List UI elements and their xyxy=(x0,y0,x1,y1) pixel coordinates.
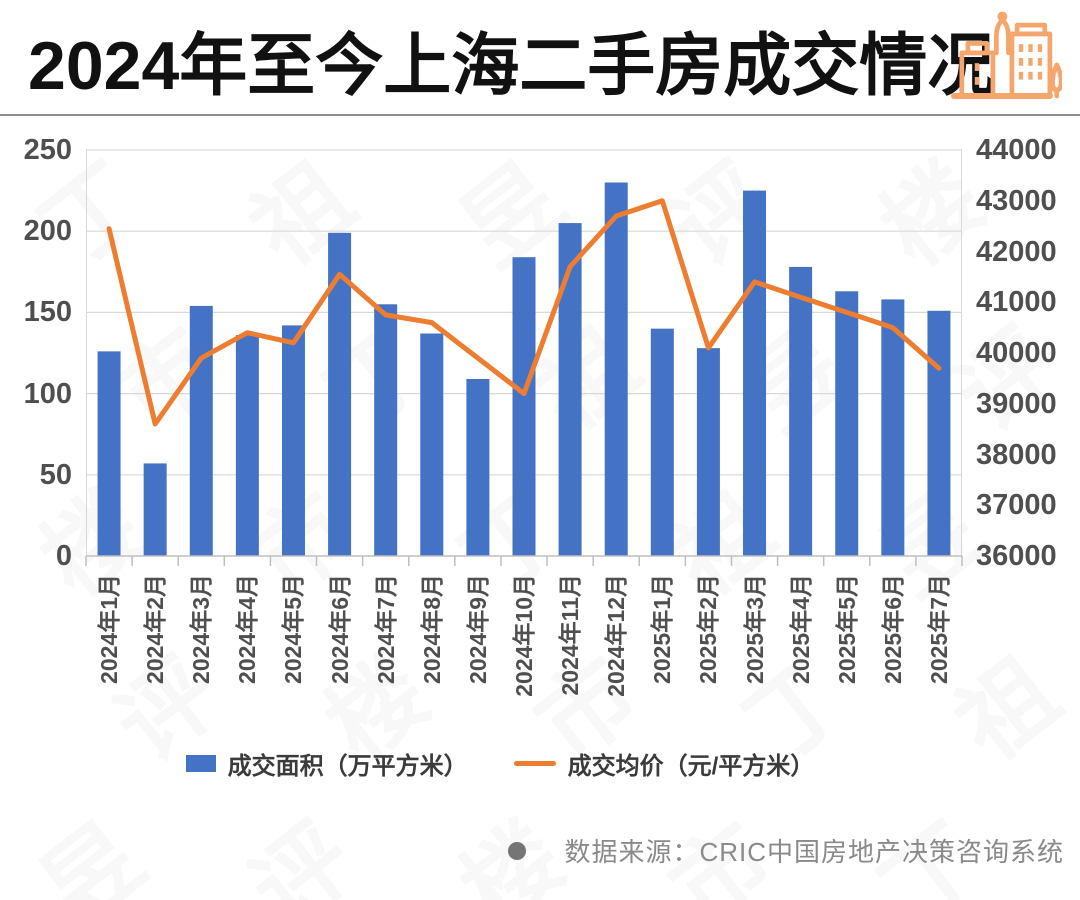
x-tick-label: 2024年11月 xyxy=(557,574,584,696)
page-title: 2024年至今上海二手房成交情况 xyxy=(28,28,996,104)
x-tick-label: 2024年9月 xyxy=(464,574,491,684)
legend-square-swatch-icon xyxy=(185,755,216,772)
x-tick-label: 2024年6月 xyxy=(326,574,353,684)
y-right-tick-label: 38000 xyxy=(976,438,1057,471)
x-tick-label: 2024年2月 xyxy=(142,574,169,684)
legend: 成交面积（万平方米） 成交均价（元/平方米） xyxy=(0,746,1040,781)
legend-label-price: 成交均价（元/平方米） xyxy=(567,753,815,780)
y-right-tick-label: 36000 xyxy=(976,540,1057,572)
header-divider xyxy=(0,114,1080,116)
y-left-tick-label: 150 xyxy=(23,296,72,329)
x-tick-label: 2024年10月 xyxy=(511,574,537,697)
bar-2025年1月 xyxy=(650,328,674,556)
bar-2024年10月 xyxy=(512,257,536,556)
y-right-tick-label: 39000 xyxy=(976,387,1057,420)
x-tick-label: 2025年5月 xyxy=(833,574,860,684)
x-tick-label: 2025年6月 xyxy=(879,574,906,684)
y-right-tick-label: 43000 xyxy=(976,184,1057,217)
bar-2024年7月 xyxy=(374,304,398,556)
source-footer: 数据来源：CRIC中国房地产决策咨询系统 xyxy=(508,832,1064,869)
y-left-tick-label: 50 xyxy=(39,458,72,491)
bar-2024年12月 xyxy=(604,182,628,557)
bar-2025年3月 xyxy=(743,190,767,556)
x-tick-label: 2024年3月 xyxy=(188,574,215,684)
x-tick-label: 2025年2月 xyxy=(695,574,722,684)
bar-2024年6月 xyxy=(328,232,352,556)
bar-2025年2月 xyxy=(696,348,720,556)
x-tick-label: 2024年1月 xyxy=(96,574,123,684)
x-tick-label: 2024年7月 xyxy=(372,574,399,684)
bar-2024年9月 xyxy=(466,378,490,556)
x-tick-label: 2024年12月 xyxy=(603,574,630,697)
bar-2024年5月 xyxy=(281,325,305,556)
y-left-tick-label: 0 xyxy=(55,540,72,572)
y-left-tick-label: 100 xyxy=(23,377,72,410)
y-right-tick-label: 42000 xyxy=(976,235,1057,268)
bar-2025年6月 xyxy=(881,299,905,556)
legend-item-area: 成交面积（万平方米） xyxy=(185,746,468,781)
y-left-tick-label: 200 xyxy=(23,215,72,248)
legend-line-marker-icon xyxy=(513,761,556,766)
x-tick-label: 2025年3月 xyxy=(741,574,768,684)
bar-2024年3月 xyxy=(189,305,213,556)
y-right-tick-label: 37000 xyxy=(976,489,1057,522)
bar-2025年7月 xyxy=(927,310,951,556)
y-right-tick-label: 41000 xyxy=(976,286,1057,319)
bar-2024年8月 xyxy=(420,333,444,556)
bar-2025年5月 xyxy=(835,291,859,556)
price-line xyxy=(106,198,942,427)
window xyxy=(974,77,980,85)
bar-2024年2月 xyxy=(143,463,167,556)
plot-area xyxy=(85,149,963,566)
x-tick-label: 2024年8月 xyxy=(418,574,445,684)
x-tick-label: 2024年4月 xyxy=(234,574,261,684)
y-right-tick-label: 40000 xyxy=(976,337,1057,369)
bar-2024年4月 xyxy=(235,335,259,556)
bar-2025年4月 xyxy=(789,266,813,556)
tower-top-ball xyxy=(997,11,1008,22)
x-tick-label: 2025年7月 xyxy=(925,574,952,684)
x-tick-label: 2025年1月 xyxy=(649,574,676,684)
bar-2024年11月 xyxy=(558,223,582,556)
source-text: 数据来源：CRIC中国房地产决策咨询系统 xyxy=(564,837,1064,867)
city-buildings-icon xyxy=(951,11,1062,100)
y-right-tick-label: 44000 xyxy=(976,134,1057,166)
legend-label-area: 成交面积（万平方米） xyxy=(227,753,468,780)
x-tick-label: 2025年4月 xyxy=(787,574,814,684)
bar-2024年1月 xyxy=(97,351,121,556)
x-tick-label: 2024年5月 xyxy=(280,574,307,684)
right-building-windows xyxy=(1018,44,1043,80)
y-left-tick-label: 250 xyxy=(23,134,72,166)
bullet-icon xyxy=(508,841,527,860)
legend-item-price: 成交均价（元/平方米） xyxy=(513,746,815,781)
window xyxy=(974,63,980,71)
